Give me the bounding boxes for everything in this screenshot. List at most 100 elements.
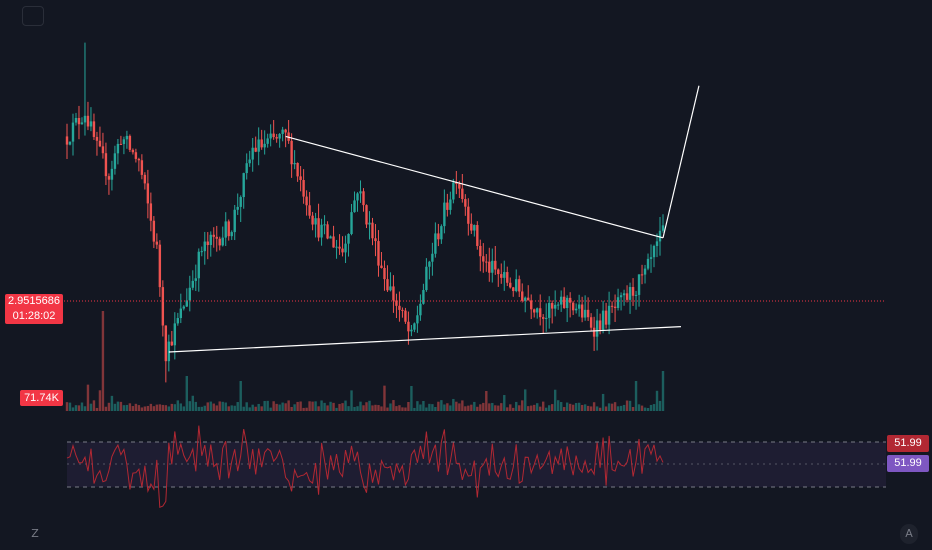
- volume-bar: [251, 404, 254, 411]
- volume-bar: [500, 403, 503, 411]
- candle-body: [77, 117, 81, 125]
- candle-body: [598, 320, 602, 330]
- volume-bar: [547, 405, 551, 411]
- volume-bar: [125, 404, 129, 411]
- candle-body: [398, 305, 401, 310]
- volume-bar: [350, 390, 353, 411]
- candle-body: [275, 137, 278, 139]
- candle-body: [422, 290, 425, 304]
- candle-body: [589, 317, 593, 328]
- candle-body: [278, 133, 281, 139]
- volume-bar: [571, 404, 575, 411]
- volume-bar: [461, 400, 464, 411]
- volume-bar: [491, 402, 494, 411]
- candle-body: [137, 158, 141, 161]
- volume-bar: [329, 401, 332, 411]
- volume-bar: [290, 406, 293, 411]
- candle-body: [326, 224, 329, 239]
- candle-body: [634, 294, 638, 296]
- trendline-drawings: [168, 85, 700, 353]
- volume-bar: [446, 403, 449, 411]
- candle-body: [586, 309, 590, 318]
- volume-bar: [556, 400, 560, 411]
- volume-bar: [269, 407, 272, 411]
- current-price-value: 2.9515686: [8, 295, 60, 307]
- candle-body: [386, 279, 389, 291]
- volume-bar: [601, 393, 605, 411]
- candle-body: [80, 122, 84, 125]
- candle-body: [383, 267, 386, 280]
- candle-body: [65, 136, 69, 145]
- candle-body: [488, 261, 491, 273]
- volume-bar: [628, 400, 632, 411]
- volume-bar: [458, 403, 461, 411]
- candle-body: [314, 218, 317, 225]
- candle-body: [122, 139, 126, 145]
- candle-body: [191, 280, 194, 288]
- volume-bar: [562, 407, 566, 411]
- candle-body: [359, 191, 362, 194]
- volume-bar: [449, 405, 452, 411]
- volume-bar: [113, 403, 117, 411]
- volume-bar: [110, 395, 114, 411]
- candle-body: [74, 117, 78, 123]
- volume-bar: [284, 403, 287, 411]
- candle-body: [556, 304, 560, 306]
- volume-bar: [215, 405, 218, 411]
- timezone-label[interactable]: Z: [31, 527, 39, 540]
- volume-bar: [482, 402, 485, 411]
- volume-value-tag: 71.74K: [20, 390, 63, 406]
- countdown-timer: 01:28:02: [12, 310, 56, 322]
- candle-body: [485, 261, 488, 263]
- candle-body: [224, 221, 227, 238]
- volume-bar: [553, 389, 557, 411]
- volume-bar: [338, 403, 341, 411]
- candle-body: [574, 308, 578, 311]
- candle-body: [155, 241, 159, 245]
- candle-body: [206, 241, 209, 246]
- volume-bar: [152, 406, 156, 411]
- candle-body: [622, 293, 626, 296]
- candle-body: [341, 248, 344, 253]
- auto-scale-button[interactable]: A: [900, 524, 918, 544]
- candle-body: [71, 122, 75, 142]
- volume-bar: [452, 398, 455, 411]
- candle-body: [266, 138, 269, 144]
- volume-bar: [559, 402, 563, 411]
- candle-body: [242, 173, 245, 198]
- square-button-icon[interactable]: [22, 6, 44, 26]
- candle-body: [524, 297, 527, 301]
- candle-body: [407, 321, 410, 332]
- volume-bar: [173, 404, 177, 411]
- candle-body: [185, 300, 188, 307]
- candle-body: [658, 230, 662, 242]
- candle-body: [619, 295, 623, 298]
- volume-bar: [371, 405, 374, 411]
- rsi-series: [66, 425, 664, 509]
- candle-body: [625, 293, 629, 300]
- volume-bar: [305, 407, 308, 411]
- volume-bar: [368, 400, 371, 411]
- volume-bar: [509, 404, 512, 411]
- candle-body: [610, 305, 614, 307]
- volume-bar: [260, 406, 263, 411]
- candle-body: [197, 251, 200, 279]
- volume-bar: [131, 406, 135, 411]
- volume-bar: [263, 400, 266, 411]
- candle-body: [389, 286, 392, 291]
- volume-bar: [470, 404, 473, 411]
- volume-bar: [293, 404, 296, 411]
- volume-bar: [479, 404, 482, 411]
- volume-bar: [308, 401, 311, 411]
- candle-body: [401, 309, 404, 311]
- volume-bar: [347, 406, 350, 411]
- volume-bar: [398, 405, 401, 411]
- candle-body: [302, 180, 305, 197]
- volume-bar: [583, 404, 587, 411]
- candle-body: [128, 135, 132, 150]
- candle-body: [413, 323, 416, 330]
- volume-bar: [137, 405, 141, 411]
- volume-bar: [344, 400, 347, 411]
